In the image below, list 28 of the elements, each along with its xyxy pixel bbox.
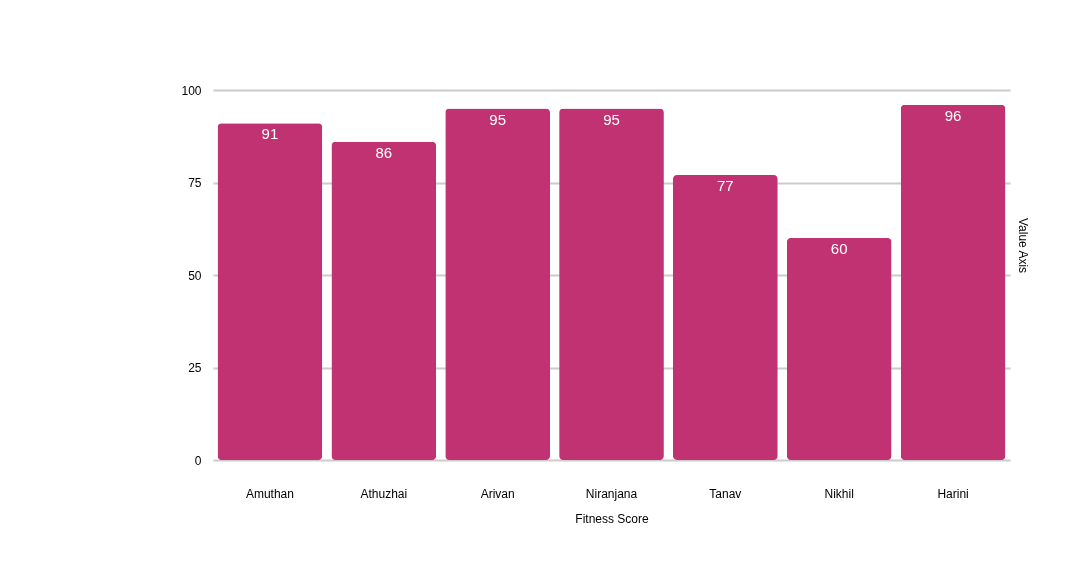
data-label: 77 <box>717 177 734 195</box>
y-tick-label: 100 <box>181 83 202 98</box>
x-tick-label: Harini <box>937 486 969 501</box>
data-label: 96 <box>944 106 962 124</box>
data-label: 60 <box>830 240 848 257</box>
data-label: 95 <box>489 110 506 128</box>
y-tick-label: 50 <box>188 268 202 283</box>
y-axis-title: Value Axis <box>1015 217 1030 274</box>
bar <box>559 108 664 460</box>
data-label: 91 <box>261 125 279 143</box>
bar <box>672 175 778 460</box>
x-tick-label: Nikhil <box>824 486 854 501</box>
bar <box>900 104 1006 460</box>
x-tick-label: Amuthan <box>245 486 294 501</box>
data-label: 86 <box>375 143 393 161</box>
data-label: 95 <box>603 110 620 128</box>
x-tick-label: Niranjana <box>585 486 638 501</box>
y-tick-label: 75 <box>188 176 202 190</box>
bar <box>331 141 437 460</box>
bar <box>445 108 551 460</box>
y-tick-label: 25 <box>188 361 202 375</box>
x-tick-label: Athuzhai <box>360 486 408 501</box>
bar <box>786 238 892 460</box>
y-tick-label: 0 <box>194 453 202 468</box>
x-axis-title: Fitness Score <box>575 511 650 526</box>
x-tick-label: Tanav <box>709 486 742 501</box>
bar <box>217 123 323 460</box>
x-tick-label: Arivan <box>480 486 515 501</box>
